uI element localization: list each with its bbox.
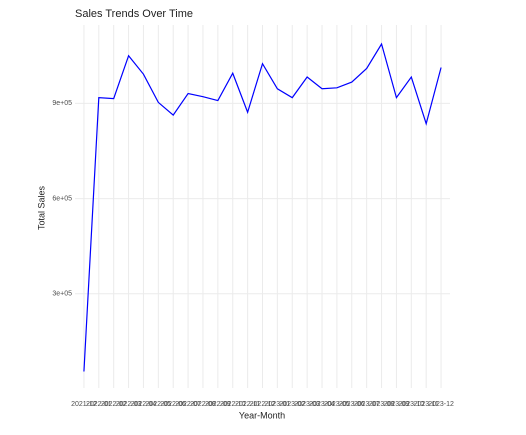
x-tick-label: 2023-08 — [369, 401, 395, 408]
x-tick-label: 2023-12 — [428, 401, 454, 408]
x-tick-label: 2022-07 — [175, 401, 201, 408]
x-tick-label: 2023-09 — [384, 401, 410, 408]
x-tick-label: 2023-11 — [414, 401, 439, 408]
y-tick-label: 3e+05 — [52, 291, 72, 298]
x-tick-label: 2022-06 — [160, 401, 186, 408]
x-tick-label: 2022-12 — [250, 401, 276, 408]
x-tick-label: 2023-01 — [265, 401, 291, 408]
x-tick-label: 2022-02 — [101, 401, 127, 408]
x-tick-label: 2023-02 — [279, 401, 305, 408]
x-tick-label: 2023-03 — [294, 401, 320, 408]
x-tick-label: 2023-10 — [398, 401, 424, 408]
x-tick-label: 2022-10 — [220, 401, 246, 408]
x-tick-label: 2023-05 — [324, 401, 350, 408]
x-tick-label: 2022-04 — [131, 401, 157, 408]
chart-title: Sales Trends Over Time — [75, 8, 193, 20]
x-tick-label: 2022-11 — [235, 401, 260, 408]
y-tick-label: 6e+05 — [52, 195, 72, 202]
x-tick-label: 2022-08 — [190, 401, 216, 408]
line — [83, 42, 442, 372]
x-tick-label: 2023-07 — [354, 401, 380, 408]
x-tick-label: 2022-09 — [205, 401, 231, 408]
x-tick-label: 2022-03 — [116, 401, 142, 408]
x-tick-label: 2023-06 — [339, 401, 365, 408]
x-tick-label: 2023-04 — [309, 401, 335, 408]
x-tick-label: 2022-05 — [145, 401, 171, 408]
x-axis-label: Year-Month — [239, 410, 285, 420]
x-tick-label: 2021-12 — [71, 401, 97, 408]
y-axis-label: Total Sales — [36, 185, 46, 230]
x-tick-label: 2022-01 — [86, 401, 112, 408]
y-tick-label: 9e+05 — [52, 100, 72, 107]
